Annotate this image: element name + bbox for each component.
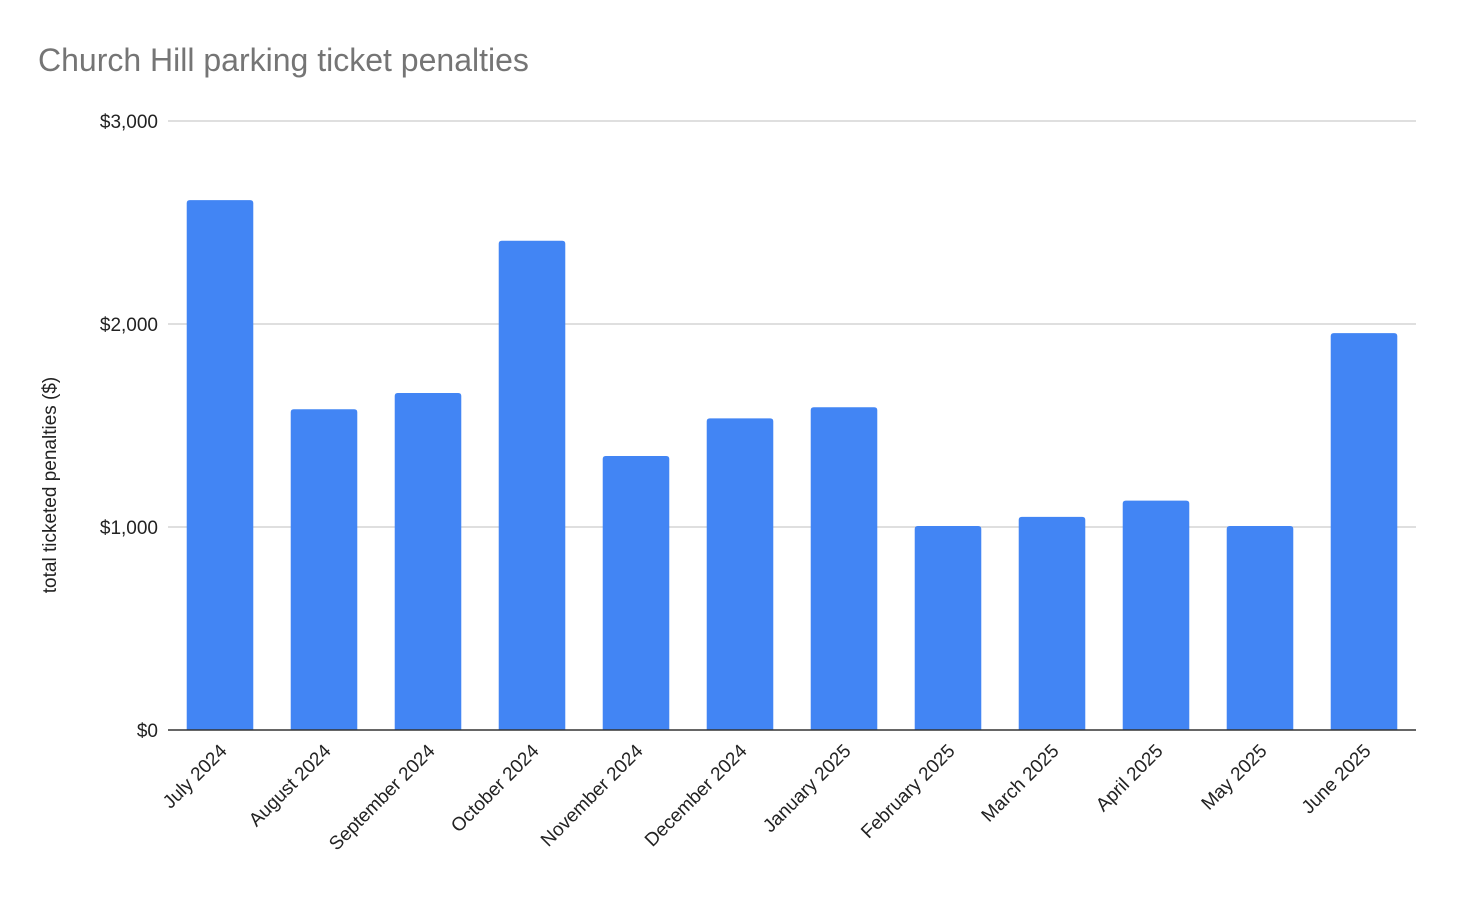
x-tick-label: July 2024 [159, 740, 232, 813]
y-axis-ticks: $0 $1,000 $2,000 $3,000 [100, 112, 158, 742]
x-tick-label: November 2024 [537, 740, 648, 851]
chart-title: Church Hill parking ticket penalties [38, 42, 529, 78]
y-tick-label: $0 [137, 721, 158, 742]
x-tick-label: February 2025 [857, 741, 959, 843]
bar-november-2024 [602, 455, 670, 730]
x-tick-label: August 2024 [245, 740, 336, 831]
bar-april-2025 [1122, 500, 1190, 730]
y-tick-label: $2,000 [100, 315, 158, 336]
x-tick-label: January 2025 [759, 741, 855, 837]
y-tick-label: $3,000 [100, 112, 158, 133]
bar-october-2024 [498, 240, 566, 730]
x-tick-label: April 2025 [1092, 741, 1167, 816]
x-tick-label: March 2025 [978, 741, 1064, 827]
x-tick-label: October 2024 [447, 740, 544, 837]
bar-december-2024 [706, 418, 774, 730]
bar-september-2024 [394, 393, 462, 730]
bar-august-2024 [290, 409, 358, 730]
bar-june-2025 [1330, 333, 1398, 730]
bar-may-2025 [1226, 525, 1294, 730]
bar-july-2024 [186, 200, 254, 731]
x-tick-label: May 2025 [1198, 741, 1272, 815]
bar-february-2025 [914, 525, 982, 730]
gridlines [168, 120, 1416, 528]
y-axis-label: total ticketed penalties ($) [40, 377, 61, 594]
y-tick-label: $1,000 [100, 518, 158, 539]
x-tick-label: September 2024 [325, 740, 439, 854]
bars [186, 200, 1398, 731]
bar-january-2025 [810, 407, 878, 730]
x-tick-label: December 2024 [641, 740, 752, 851]
x-tick-label: June 2025 [1298, 741, 1376, 819]
bar-march-2025 [1018, 516, 1086, 730]
